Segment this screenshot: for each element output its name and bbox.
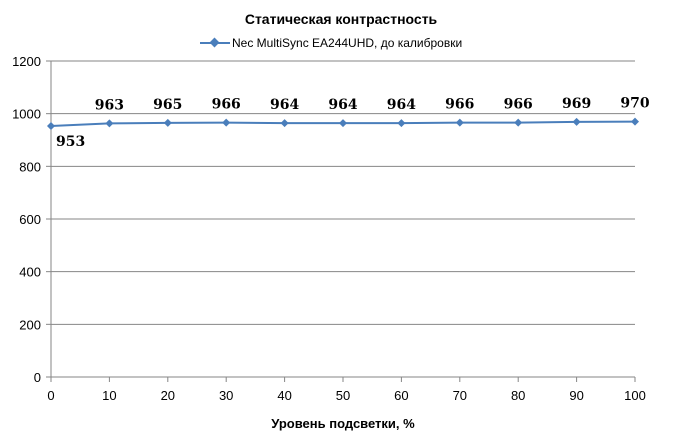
x-tick-label: 40 (277, 388, 291, 403)
y-tick-label: 1000 (12, 107, 41, 122)
data-label: 966 (445, 97, 474, 113)
x-tick-label: 50 (336, 388, 350, 403)
chart-title: Статическая контрастность (245, 11, 438, 27)
data-labels: 953 963 965 966 964 964 964 966 966 969 970 (56, 96, 650, 150)
y-axis-tick-labels: 0 200 400 600 800 1000 1200 (12, 54, 41, 385)
y-tick-label: 800 (19, 159, 41, 174)
data-point-marker (47, 122, 55, 131)
data-label: 964 (328, 97, 357, 113)
data-point-marker (455, 118, 464, 127)
x-tick-label: 90 (569, 388, 583, 403)
data-point-marker (280, 119, 289, 128)
series-markers (47, 117, 639, 131)
x-tick-label: 60 (394, 388, 408, 403)
x-tick-label: 100 (624, 388, 646, 403)
y-tick-label: 400 (19, 265, 41, 280)
x-tick-label: 30 (219, 388, 233, 403)
data-label: 964 (387, 97, 416, 113)
data-point-marker (397, 119, 406, 128)
data-label: 953 (56, 134, 85, 150)
axes (46, 60, 636, 382)
legend-label: Nec MultiSync EA244UHD, до калибровки (232, 36, 462, 50)
data-label: 966 (212, 97, 241, 113)
data-label: 963 (95, 97, 124, 113)
gridlines (51, 60, 635, 325)
legend-diamond-marker (209, 37, 220, 48)
data-point-marker (572, 117, 581, 126)
x-tick-label: 70 (453, 388, 467, 403)
y-tick-label: 200 (19, 317, 41, 332)
data-point-marker (222, 118, 231, 127)
x-tick-label: 10 (102, 388, 116, 403)
x-tick-label: 0 (47, 388, 54, 403)
data-point-marker (631, 117, 639, 126)
x-axis-tick-labels: 0 10 20 30 40 50 60 70 80 90 100 (47, 388, 645, 403)
y-tick-label: 600 (19, 212, 41, 227)
data-point-marker (105, 119, 114, 128)
x-tick-label: 20 (161, 388, 175, 403)
x-axis-title: Уровень подсветки, % (271, 416, 415, 431)
data-label: 965 (153, 97, 182, 113)
y-tick-label: 0 (34, 370, 41, 385)
data-label: 964 (270, 97, 299, 113)
data-point-marker (339, 119, 347, 128)
x-tick-label: 80 (511, 388, 525, 403)
data-label: 969 (562, 96, 591, 112)
data-label: 966 (504, 97, 533, 113)
data-point-marker (163, 118, 172, 127)
legend: Nec MultiSync EA244UHD, до калибровки (200, 36, 462, 50)
data-point-marker (514, 118, 523, 127)
data-label: 970 (620, 96, 649, 112)
y-tick-label: 1200 (12, 54, 41, 69)
